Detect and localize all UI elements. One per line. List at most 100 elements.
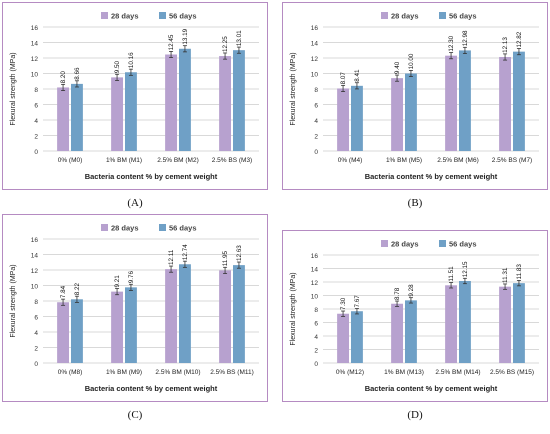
legend-label-28: 28 days — [111, 12, 139, 21]
x-tick-label: 0% (M4) — [338, 157, 363, 164]
bar-28-days — [219, 270, 231, 363]
bar-56-days — [233, 265, 245, 363]
data-label: 9.21 — [114, 275, 121, 288]
bar-56-days — [125, 72, 137, 151]
y-tick-label: 14 — [311, 267, 319, 274]
panel-label-b: (B) — [407, 197, 423, 209]
x-tick-label: 1% BM (M5) — [386, 157, 422, 164]
chart-panel-a: 0 2 4 6 8 10 12 14 16 Flexural strength (MPa) Bact… — [2, 2, 268, 190]
y-tick-label: 12 — [31, 268, 39, 275]
y-tick-label: 2 — [34, 346, 38, 353]
y-tick-label: 12 — [311, 56, 319, 63]
bar-56-days — [459, 280, 471, 363]
data-label: 9.50 — [114, 61, 121, 74]
y-tick-label: 10 — [31, 284, 39, 291]
x-axis-label-a: Bacteria content % by cement weight — [85, 172, 218, 181]
bar-56-days — [233, 50, 245, 151]
chart-svg-b: 0 2 4 6 8 10 12 14 16 Flexural strength (MPa) Bact… — [290, 12, 539, 181]
legend-swatch-56 — [439, 240, 446, 247]
legend-swatch-28 — [381, 240, 388, 247]
data-label: 11.83 — [516, 264, 523, 280]
x-tick-label: 1% BM (M1) — [106, 157, 142, 164]
bar-28-days — [165, 269, 177, 363]
legend-swatch-28 — [381, 12, 388, 19]
x-tick-label: 2.5% BS (M3) — [212, 157, 252, 164]
bar-28-days — [337, 88, 349, 151]
y-tick-label: 0 — [314, 149, 318, 156]
chart-svg-d: 0 2 4 6 8 10 12 14 16 Flexural strength (MPa) Bact… — [290, 240, 539, 393]
legend-swatch-56 — [439, 12, 446, 19]
bar-28-days — [499, 56, 511, 151]
data-label: 9.76 — [128, 271, 135, 284]
x-axis-label-d: Bacteria content % by cement weight — [365, 384, 498, 393]
x-tick-label: 2.5% BM (M6) — [437, 157, 479, 164]
x-axis-label-c: Bacteria content % by cement weight — [85, 384, 218, 393]
y-tick-label: 16 — [311, 25, 319, 32]
x-tick-label: 2.5% BS (M11) — [210, 369, 254, 376]
bar-28-days — [445, 55, 457, 151]
y-tick-label: 4 — [34, 330, 38, 337]
legend-label-56: 56 days — [169, 12, 197, 21]
data-label: 12.15 — [462, 261, 469, 277]
x-tick-label: 2.5% BM (M2) — [157, 157, 199, 164]
legend-label-28: 28 days — [111, 224, 139, 233]
data-label: 9.40 — [394, 61, 401, 74]
y-tick-label: 4 — [34, 118, 38, 125]
x-tick-label: 0% (M0) — [58, 157, 83, 164]
y-axis-label-c: Flexural strength (MPa) — [10, 264, 17, 337]
y-tick-label: 14 — [311, 41, 319, 48]
y-tick-label: 10 — [311, 72, 319, 79]
y-tick-label: 6 — [314, 103, 318, 110]
x-tick-label: 2.5% BM (M10) — [155, 369, 200, 376]
bar-56-days — [351, 311, 363, 363]
data-label: 12.82 — [516, 31, 523, 47]
y-tick-label: 4 — [314, 334, 318, 341]
panel-label-a: (A) — [127, 197, 143, 209]
legend-swatch-28 — [101, 224, 108, 231]
data-label: 8.78 — [394, 287, 401, 300]
data-label: 12.98 — [462, 30, 469, 46]
legend-label-56: 56 days — [449, 12, 477, 21]
bar-56-days — [125, 287, 137, 363]
y-tick-label: 2 — [34, 134, 38, 141]
y-tick-label: 6 — [34, 315, 38, 322]
y-tick-label: 2 — [314, 348, 318, 355]
y-axis-label-d: Flexural strength (MPa) — [290, 272, 297, 345]
y-tick-label: 4 — [314, 118, 318, 125]
chart-svg-a: 0 2 4 6 8 10 12 14 16 Flexural strength (MPa) Bact… — [10, 12, 259, 181]
y-tick-label: 16 — [311, 253, 319, 260]
y-tick-label: 8 — [34, 299, 38, 306]
x-tick-label: 0% (M8) — [58, 369, 83, 376]
x-tick-label: 2.5% BS (M7) — [492, 157, 532, 164]
data-label: 8.41 — [354, 69, 361, 82]
data-label: 7.67 — [354, 295, 361, 308]
bar-28-days — [219, 56, 231, 151]
legend-swatch-56 — [159, 12, 166, 19]
chart-svg-c: 0 2 4 6 8 10 12 14 16 Flexural strength (MPa) Bact… — [10, 224, 259, 393]
data-label: 8.22 — [74, 282, 81, 295]
data-label: 13.19 — [182, 28, 189, 44]
data-label: 12.13 — [502, 37, 509, 53]
bar-28-days — [499, 286, 511, 363]
legend-label-28: 28 days — [391, 240, 419, 249]
y-tick-label: 6 — [314, 321, 318, 328]
bar-56-days — [513, 51, 525, 151]
x-tick-label: 0% (M12) — [336, 369, 364, 376]
bar-56-days — [513, 283, 525, 363]
y-tick-label: 16 — [31, 25, 39, 32]
bar-28-days — [165, 54, 177, 152]
bar-28-days — [391, 303, 403, 363]
data-label: 7.84 — [60, 285, 67, 298]
y-tick-label: 12 — [31, 56, 39, 63]
bar-56-days — [405, 73, 417, 151]
y-tick-label: 8 — [314, 87, 318, 94]
chart-panel-b: 0 2 4 6 8 10 12 14 16 Flexural strength (MPa) Bact… — [282, 2, 548, 190]
chart-panel-d: 0 2 4 6 8 10 12 14 16 Flexural strength (MPa) Bact… — [282, 230, 548, 402]
data-label: 13.01 — [236, 30, 243, 46]
bar-28-days — [391, 78, 403, 151]
bar-28-days — [111, 291, 123, 363]
bar-56-days — [351, 85, 363, 151]
data-label: 10.00 — [408, 53, 415, 69]
data-label: 12.30 — [448, 35, 455, 51]
y-tick-label: 0 — [314, 361, 318, 368]
